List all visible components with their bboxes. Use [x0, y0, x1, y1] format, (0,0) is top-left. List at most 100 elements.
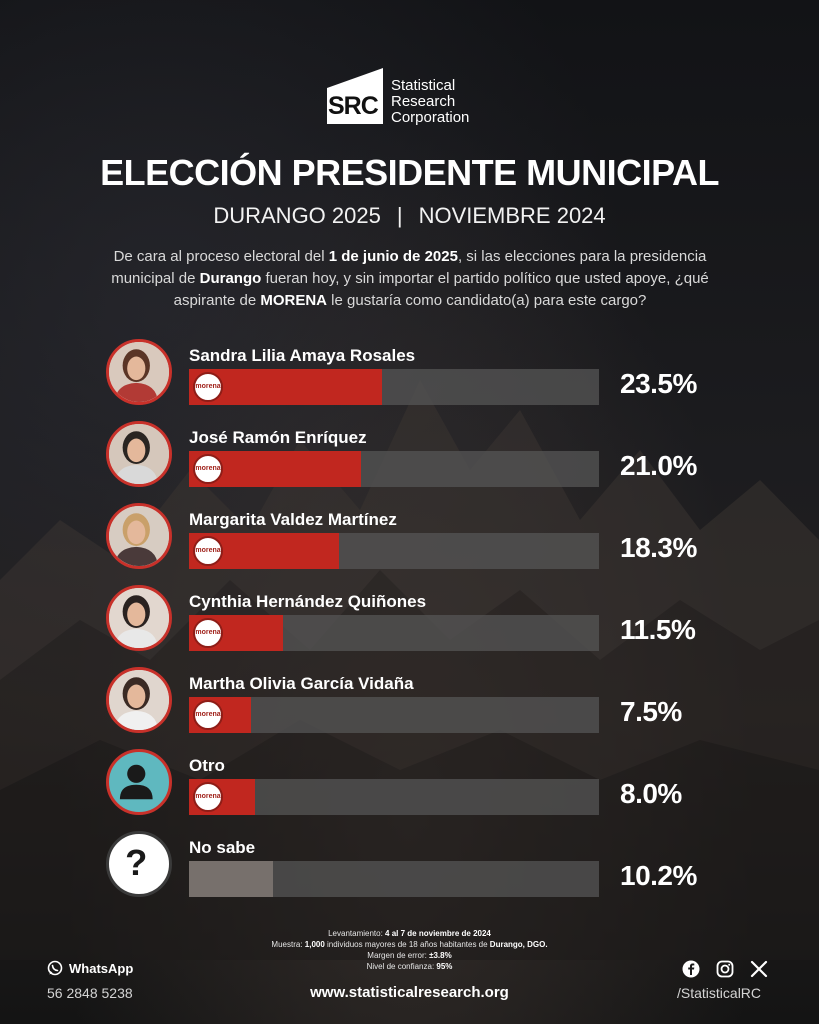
party-logo-text: morena	[195, 547, 221, 554]
data-label: 18.3%	[620, 532, 697, 563]
bar-track: morena	[189, 779, 599, 815]
bar-track: morena	[189, 451, 599, 487]
party-logo-text: morena	[195, 793, 221, 800]
question-bold: MORENA	[260, 292, 328, 309]
note-line: Margen de error: ±3.8%	[0, 950, 819, 961]
candidate-name: Otro	[189, 756, 225, 775]
mountain-background	[0, 380, 819, 960]
social-handle[interactable]: /StatisticalRC	[677, 985, 762, 1001]
logo-company-name: Statistical Research Corporation	[391, 78, 469, 126]
logo-abbr: SRC	[328, 92, 379, 120]
phone-number[interactable]: 56 2848 5238	[47, 985, 133, 1001]
candidate-photo	[106, 339, 172, 405]
bar-track: morena	[189, 697, 599, 733]
chart-row: Martha Olivia García Vidaña morena 7.5%	[0, 666, 819, 748]
logo-name-line: Corporation	[391, 109, 470, 126]
morena-party-logo: morena	[193, 700, 223, 730]
candidate-photo	[106, 421, 172, 487]
data-label: 10.2%	[620, 860, 697, 891]
candidate-name: Martha Olivia García Vidaña	[189, 674, 414, 693]
chart-title: ELECCIÓN PRESIDENTE MUNICIPAL	[100, 152, 719, 193]
data-label: 7.5%	[620, 696, 682, 727]
candidate-name: José Ramón Enríquez	[189, 428, 367, 447]
facebook-icon[interactable]	[682, 960, 700, 978]
subtitle-place: DURANGO 2025	[213, 203, 381, 228]
x-icon[interactable]	[750, 960, 768, 978]
note-line: Levantamiento: 4 al 7 de noviembre de 20…	[0, 928, 819, 939]
morena-party-logo: morena	[193, 536, 223, 566]
chart-row: Margarita Valdez Martínez morena 18.3%	[0, 502, 819, 584]
bar	[189, 861, 273, 897]
survey-question: De cara al proceso electoral del 1 de ju…	[80, 246, 740, 312]
morena-party-logo: morena	[193, 782, 223, 812]
candidate-photo	[106, 667, 172, 733]
morena-party-logo: morena	[193, 618, 223, 648]
data-label: 8.0%	[620, 778, 682, 809]
note-line: Muestra: 1,000 individuos mayores de 18 …	[0, 939, 819, 950]
bar-track: morena	[189, 533, 599, 569]
chart-row: ? No sabe 10.2%	[0, 830, 819, 912]
svg-text:?: ?	[125, 842, 147, 883]
bar: morena	[189, 615, 283, 651]
chart-row: Otro morena 8.0%	[0, 748, 819, 830]
party-logo-text: morena	[195, 711, 221, 718]
data-label: 11.5%	[620, 614, 696, 645]
question-mark-icon: ?	[106, 831, 172, 897]
subtitle-separator: |	[396, 203, 403, 228]
morena-party-logo: morena	[193, 454, 223, 484]
question-bold: 1 de junio de 2025	[328, 248, 458, 265]
question-text: fueran hoy, y sin importar el partido po…	[173, 270, 709, 309]
methodology-notes: Levantamiento: 4 al 7 de noviembre de 20…	[0, 928, 819, 972]
party-logo-text: morena	[195, 383, 221, 390]
chart-row: José Ramón Enríquez morena 21.0%	[0, 420, 819, 502]
whatsapp-label: WhatsApp	[69, 961, 134, 976]
candidate-name: No sabe	[189, 838, 256, 857]
logo-name-line: Statistical	[391, 77, 456, 94]
note-value: Durango, DGO.	[489, 940, 548, 949]
whatsapp-icon	[47, 960, 63, 976]
question-text: , si las elecciones para la presidencia …	[111, 248, 707, 287]
bar: morena	[189, 779, 255, 815]
chart-subtitle: DURANGO 2025 | NOVIEMBRE 2024	[0, 203, 819, 229]
bar: morena	[189, 697, 251, 733]
note-label: Levantamiento:	[328, 929, 386, 938]
morena-party-logo: morena	[193, 372, 223, 402]
subtitle-date: NOVIEMBRE 2024	[418, 203, 606, 228]
candidate-photo	[106, 585, 172, 651]
note-value: 1,000	[304, 940, 325, 949]
bar-track	[189, 861, 599, 897]
generic-person-icon	[106, 749, 172, 815]
src-logo-mark	[327, 68, 383, 124]
whatsapp-link[interactable]: WhatsApp	[47, 960, 133, 976]
bar: morena	[189, 533, 339, 569]
note-label: Nivel de confianza:	[366, 962, 437, 971]
bar: morena	[189, 369, 382, 405]
question-text: De cara al proceso electoral del	[113, 248, 329, 265]
social-icons	[682, 960, 772, 978]
note-label: Muestra:	[271, 940, 305, 949]
logo-name-line: Research	[391, 93, 456, 110]
bar-track: morena	[189, 615, 599, 651]
data-label: 23.5%	[620, 368, 697, 399]
src-logo: SRC Statistical Research Corporation	[327, 68, 507, 128]
note-value: 95%	[436, 962, 453, 971]
note-label: Margen de error:	[367, 951, 430, 960]
data-label: 21.0%	[620, 450, 697, 481]
chart-row: Cynthia Hernández Quiñones morena 11.5%	[0, 584, 819, 666]
candidate-name: Sandra Lilia Amaya Rosales	[189, 346, 416, 365]
website-link[interactable]: www.statisticalresearch.org	[310, 984, 509, 1001]
candidate-name: Margarita Valdez Martínez	[189, 510, 397, 529]
candidate-photo	[106, 503, 172, 569]
party-logo-text: morena	[195, 629, 221, 636]
question-text: le gustaría como candidato(a) para este …	[327, 292, 647, 309]
chart-row: Sandra Lilia Amaya Rosales morena 23.5%	[0, 338, 819, 420]
party-logo-text: morena	[195, 465, 221, 472]
note-line: Nivel de confianza: 95%	[0, 961, 819, 972]
bar: morena	[189, 451, 361, 487]
note-label: individuos mayores de 18 años habitantes…	[324, 940, 490, 949]
instagram-icon[interactable]	[716, 960, 734, 978]
note-value: ±3.8%	[429, 951, 452, 960]
note-value: 4 al 7 de noviembre de 2024	[385, 929, 491, 938]
question-bold: Durango	[199, 270, 262, 287]
bar-track: morena	[189, 369, 599, 405]
